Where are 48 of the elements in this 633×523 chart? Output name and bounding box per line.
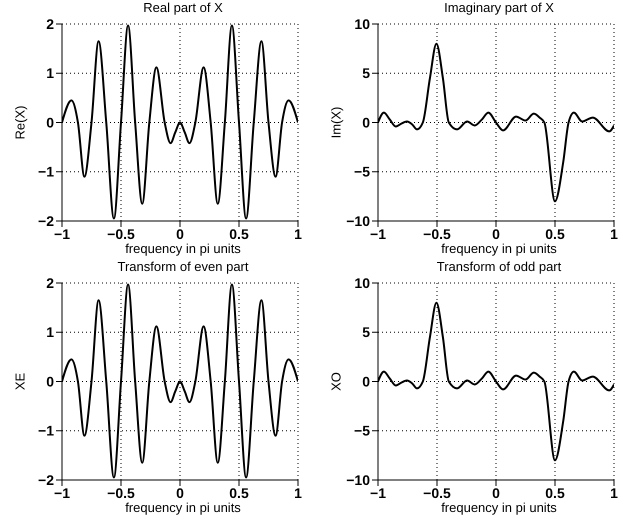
chart-title: Real part of X bbox=[143, 0, 223, 15]
y-tick-label: 1 bbox=[46, 65, 54, 82]
x-tick-label: 0 bbox=[176, 226, 184, 242]
y-tick-label: 0 bbox=[362, 114, 370, 130]
y-tick-label: 2 bbox=[46, 16, 54, 32]
y-tick-label: 0 bbox=[46, 114, 54, 130]
y-tick-label: −2 bbox=[38, 212, 54, 229]
x-tick-label: −0.5 bbox=[107, 484, 136, 501]
y-tick-label: 5 bbox=[362, 324, 370, 340]
y-tick-label: 10 bbox=[354, 16, 370, 32]
x-tick-label: 1 bbox=[610, 484, 618, 501]
y-tick-label: −10 bbox=[346, 212, 370, 229]
chart-title: Transform of odd part bbox=[436, 259, 562, 274]
x-axis-title: frequency in pi units bbox=[124, 500, 242, 517]
y-tick-label: 0 bbox=[362, 373, 370, 390]
y-tick-label: −5 bbox=[354, 422, 370, 439]
x-tick-label: 1 bbox=[610, 226, 618, 242]
y-tick-label: −1 bbox=[38, 422, 54, 439]
x-tick-label: −0.5 bbox=[107, 226, 136, 242]
x-axis-title: frequency in pi units bbox=[440, 241, 558, 258]
y-axis-title: XO bbox=[328, 372, 344, 391]
x-tick-label: 0.5 bbox=[545, 484, 565, 501]
y-tick-label: −2 bbox=[38, 472, 54, 488]
x-tick-label: 0 bbox=[176, 484, 184, 501]
x-tick-label: 0.5 bbox=[229, 484, 249, 501]
y-tick-label: 0 bbox=[46, 373, 54, 390]
y-axis-title: Im(X) bbox=[328, 106, 344, 138]
x-tick-label: 1 bbox=[294, 484, 302, 501]
x-tick-label: 0.5 bbox=[545, 226, 565, 242]
x-tick-label: 0.5 bbox=[229, 226, 249, 242]
y-axis-title: XE bbox=[12, 372, 28, 390]
x-tick-label: −0.5 bbox=[423, 484, 452, 501]
y-tick-label: −5 bbox=[354, 164, 370, 180]
x-tick-label: 0 bbox=[492, 226, 500, 242]
x-tick-label: 1 bbox=[294, 226, 302, 242]
y-tick-label: 2 bbox=[46, 274, 54, 291]
x-tick-label: −0.5 bbox=[423, 226, 452, 242]
y-tick-label: −1 bbox=[38, 164, 54, 180]
y-tick-label: 1 bbox=[46, 324, 54, 340]
chart-title: Imaginary part of X bbox=[444, 0, 554, 15]
y-tick-label: 10 bbox=[354, 274, 370, 291]
y-tick-label: −10 bbox=[346, 472, 370, 488]
chart-title: Transform of even part bbox=[117, 259, 248, 274]
x-axis-title: frequency in pi units bbox=[440, 500, 558, 517]
y-tick-label: 5 bbox=[362, 65, 370, 82]
y-axis-title: Re(X) bbox=[12, 106, 28, 140]
x-axis-title: frequency in pi units bbox=[124, 241, 242, 258]
x-tick-label: 0 bbox=[492, 484, 500, 501]
